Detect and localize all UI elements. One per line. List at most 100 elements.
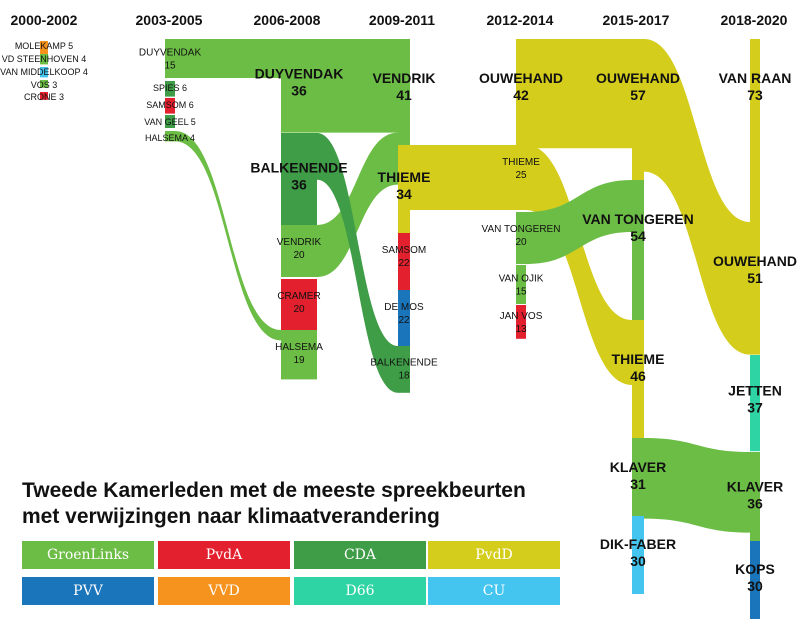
- label-value-cramer: 20: [293, 304, 305, 315]
- flow-link-ouwehand14-ouwehand17: [526, 39, 632, 149]
- node-thieme11: [398, 145, 410, 234]
- label-name-kops: KOPS: [735, 561, 775, 577]
- node-molekamp: [40, 41, 48, 54]
- node-vanojik: [516, 265, 526, 304]
- flow-link-halsema05-halsema08: [175, 131, 281, 341]
- node-vendrik11: [398, 39, 410, 146]
- label-molekamp: MOLEKAMP 5: [15, 41, 73, 51]
- member-labels: MOLEKAMP 5 VD STEENHOVEN 4 VAN MIDDELKOOP …: [0, 41, 797, 594]
- label-value-klaver20: 36: [747, 495, 763, 511]
- label-value-thieme11: 34: [396, 186, 412, 202]
- flow-link-ouwehand17-ouwehand20: [644, 39, 750, 355]
- label-name-vendrik08: VENDRIK: [277, 237, 322, 248]
- node-vendrik08: [281, 225, 317, 277]
- label-name-klaver20: KLAVER: [727, 478, 784, 494]
- node-klaver20: [750, 452, 760, 546]
- node-balkenende08: [281, 133, 317, 227]
- label-name-ouwehand20: OUWEHAND: [713, 253, 797, 269]
- label-crone: CRONE 3: [24, 92, 64, 102]
- legend-pvda: PvdA: [158, 541, 290, 569]
- label-value-duyvendak05: 15: [164, 60, 176, 71]
- label-value-ouwehand14: 42: [513, 87, 529, 103]
- node-duyvendak05: [165, 39, 175, 78]
- node-vangeel: [165, 115, 175, 128]
- label-name-halsema08: HALSEMA: [275, 342, 323, 353]
- label-value-kops: 30: [747, 578, 763, 594]
- label-name-vanraan: VAN RAAN: [719, 70, 792, 86]
- node-dikfaber: [632, 516, 644, 594]
- node-ouwehand20: [750, 222, 760, 355]
- node-thieme17: [632, 320, 644, 440]
- label-name-vanojik: VAN OJIK: [499, 273, 544, 284]
- node-spies: [165, 81, 175, 97]
- label-name-thieme11: THIEME: [378, 169, 431, 185]
- node-duyvendak08: [281, 39, 317, 133]
- node-janvos: [516, 305, 526, 339]
- flow-link-duyvendak05-duyvendak08: [175, 39, 281, 78]
- label-name-ouwehand17: OUWEHAND: [596, 70, 680, 86]
- legend-pvdd: PvdD: [428, 541, 560, 569]
- flow-link-balkenende08-balkenende11: [317, 133, 398, 393]
- node-thieme14: [516, 145, 526, 210]
- label-value-jetten: 37: [747, 399, 763, 415]
- flow-link-klaver17-klaver20: [644, 438, 750, 533]
- label-name-duyvendak08: DUYVENDAK: [255, 65, 344, 81]
- member-nodes: [40, 39, 760, 619]
- label-halsema05: HALSEMA 4: [145, 133, 195, 143]
- node-ouwehand14: [516, 39, 526, 149]
- node-ouwehand17: [632, 39, 644, 188]
- label-vanmiddelkoop: VAN MIDDELKOOP 4: [0, 67, 88, 77]
- label-name-thieme14: THIEME: [502, 157, 540, 168]
- node-samsom05: [165, 98, 175, 114]
- period-header-2000-2002: 2000-2002: [11, 12, 78, 28]
- chart-title-line-2: met verwijzingen naar klimaatverandering: [22, 505, 440, 528]
- label-value-thieme14: 25: [515, 170, 527, 181]
- label-name-balkenende08: BALKENENDE: [250, 159, 347, 175]
- node-vdsteenhoven: [40, 54, 48, 65]
- node-vanraan: [750, 39, 760, 229]
- period-headers: 2000-2002 2003-2005 2006-2008 2009-2011 …: [11, 12, 788, 28]
- label-value-thieme17: 46: [630, 368, 646, 384]
- label-name-dikfaber: DIK-FABER: [600, 536, 676, 552]
- label-name-cramer: CRAMER: [277, 291, 320, 302]
- flow-link-duyvendak08-vendrik11: [317, 39, 398, 133]
- label-value-dikfaber: 30: [630, 553, 646, 569]
- flow-links: [175, 39, 750, 533]
- node-samsom11: [398, 233, 410, 291]
- period-header-2006-2008: 2006-2008: [254, 12, 321, 28]
- period-header-2015-2017: 2015-2017: [603, 12, 670, 28]
- chart-title: Tweede Kamerleden met de meeste spreekbe…: [22, 478, 542, 530]
- label-spies: SPIES 6: [153, 83, 187, 93]
- node-vanmiddelkoop: [40, 67, 48, 78]
- label-vdsteenhoven: VD STEENHOVEN 4: [2, 54, 87, 64]
- label-value-vendrik11: 41: [396, 87, 412, 103]
- label-name-vantongeren17: VAN TONGEREN: [582, 211, 694, 227]
- node-cramer: [281, 279, 317, 331]
- label-value-vendrik08: 20: [293, 250, 305, 261]
- label-name-samsom11: SAMSOM: [382, 245, 426, 256]
- node-balkenende11: [398, 346, 410, 393]
- period-header-2012-2014: 2012-2014: [487, 12, 554, 28]
- node-kops: [750, 541, 760, 619]
- legend-d66: D66: [294, 577, 426, 605]
- legend-vvd: VVD: [158, 577, 290, 605]
- label-value-ouwehand17: 57: [630, 87, 646, 103]
- flow-link-thieme11-thieme14: [410, 145, 516, 210]
- chart-title-line-1: Tweede Kamerleden met de meeste spreekbe…: [22, 479, 526, 502]
- node-klaver17: [632, 438, 644, 519]
- label-name-vantongeren14: VAN TONGEREN: [482, 224, 561, 235]
- label-name-ouwehand14: OUWEHAND: [479, 70, 563, 86]
- label-name-demos: DE MOS: [384, 302, 424, 313]
- label-name-jetten: JETTEN: [728, 382, 782, 398]
- label-value-duyvendak08: 36: [291, 82, 307, 98]
- node-jetten: [750, 355, 760, 452]
- node-crone: [40, 92, 48, 100]
- node-demos: [398, 290, 410, 348]
- label-value-klaver17: 31: [630, 476, 646, 492]
- label-name-duyvendak05: DUYVENDAK: [139, 47, 202, 58]
- label-value-vantongeren14: 20: [515, 237, 527, 248]
- label-value-vantongeren17: 54: [630, 228, 646, 244]
- label-value-janvos: 13: [515, 324, 527, 335]
- node-vos: [40, 80, 48, 88]
- label-name-vendrik11: VENDRIK: [372, 70, 435, 86]
